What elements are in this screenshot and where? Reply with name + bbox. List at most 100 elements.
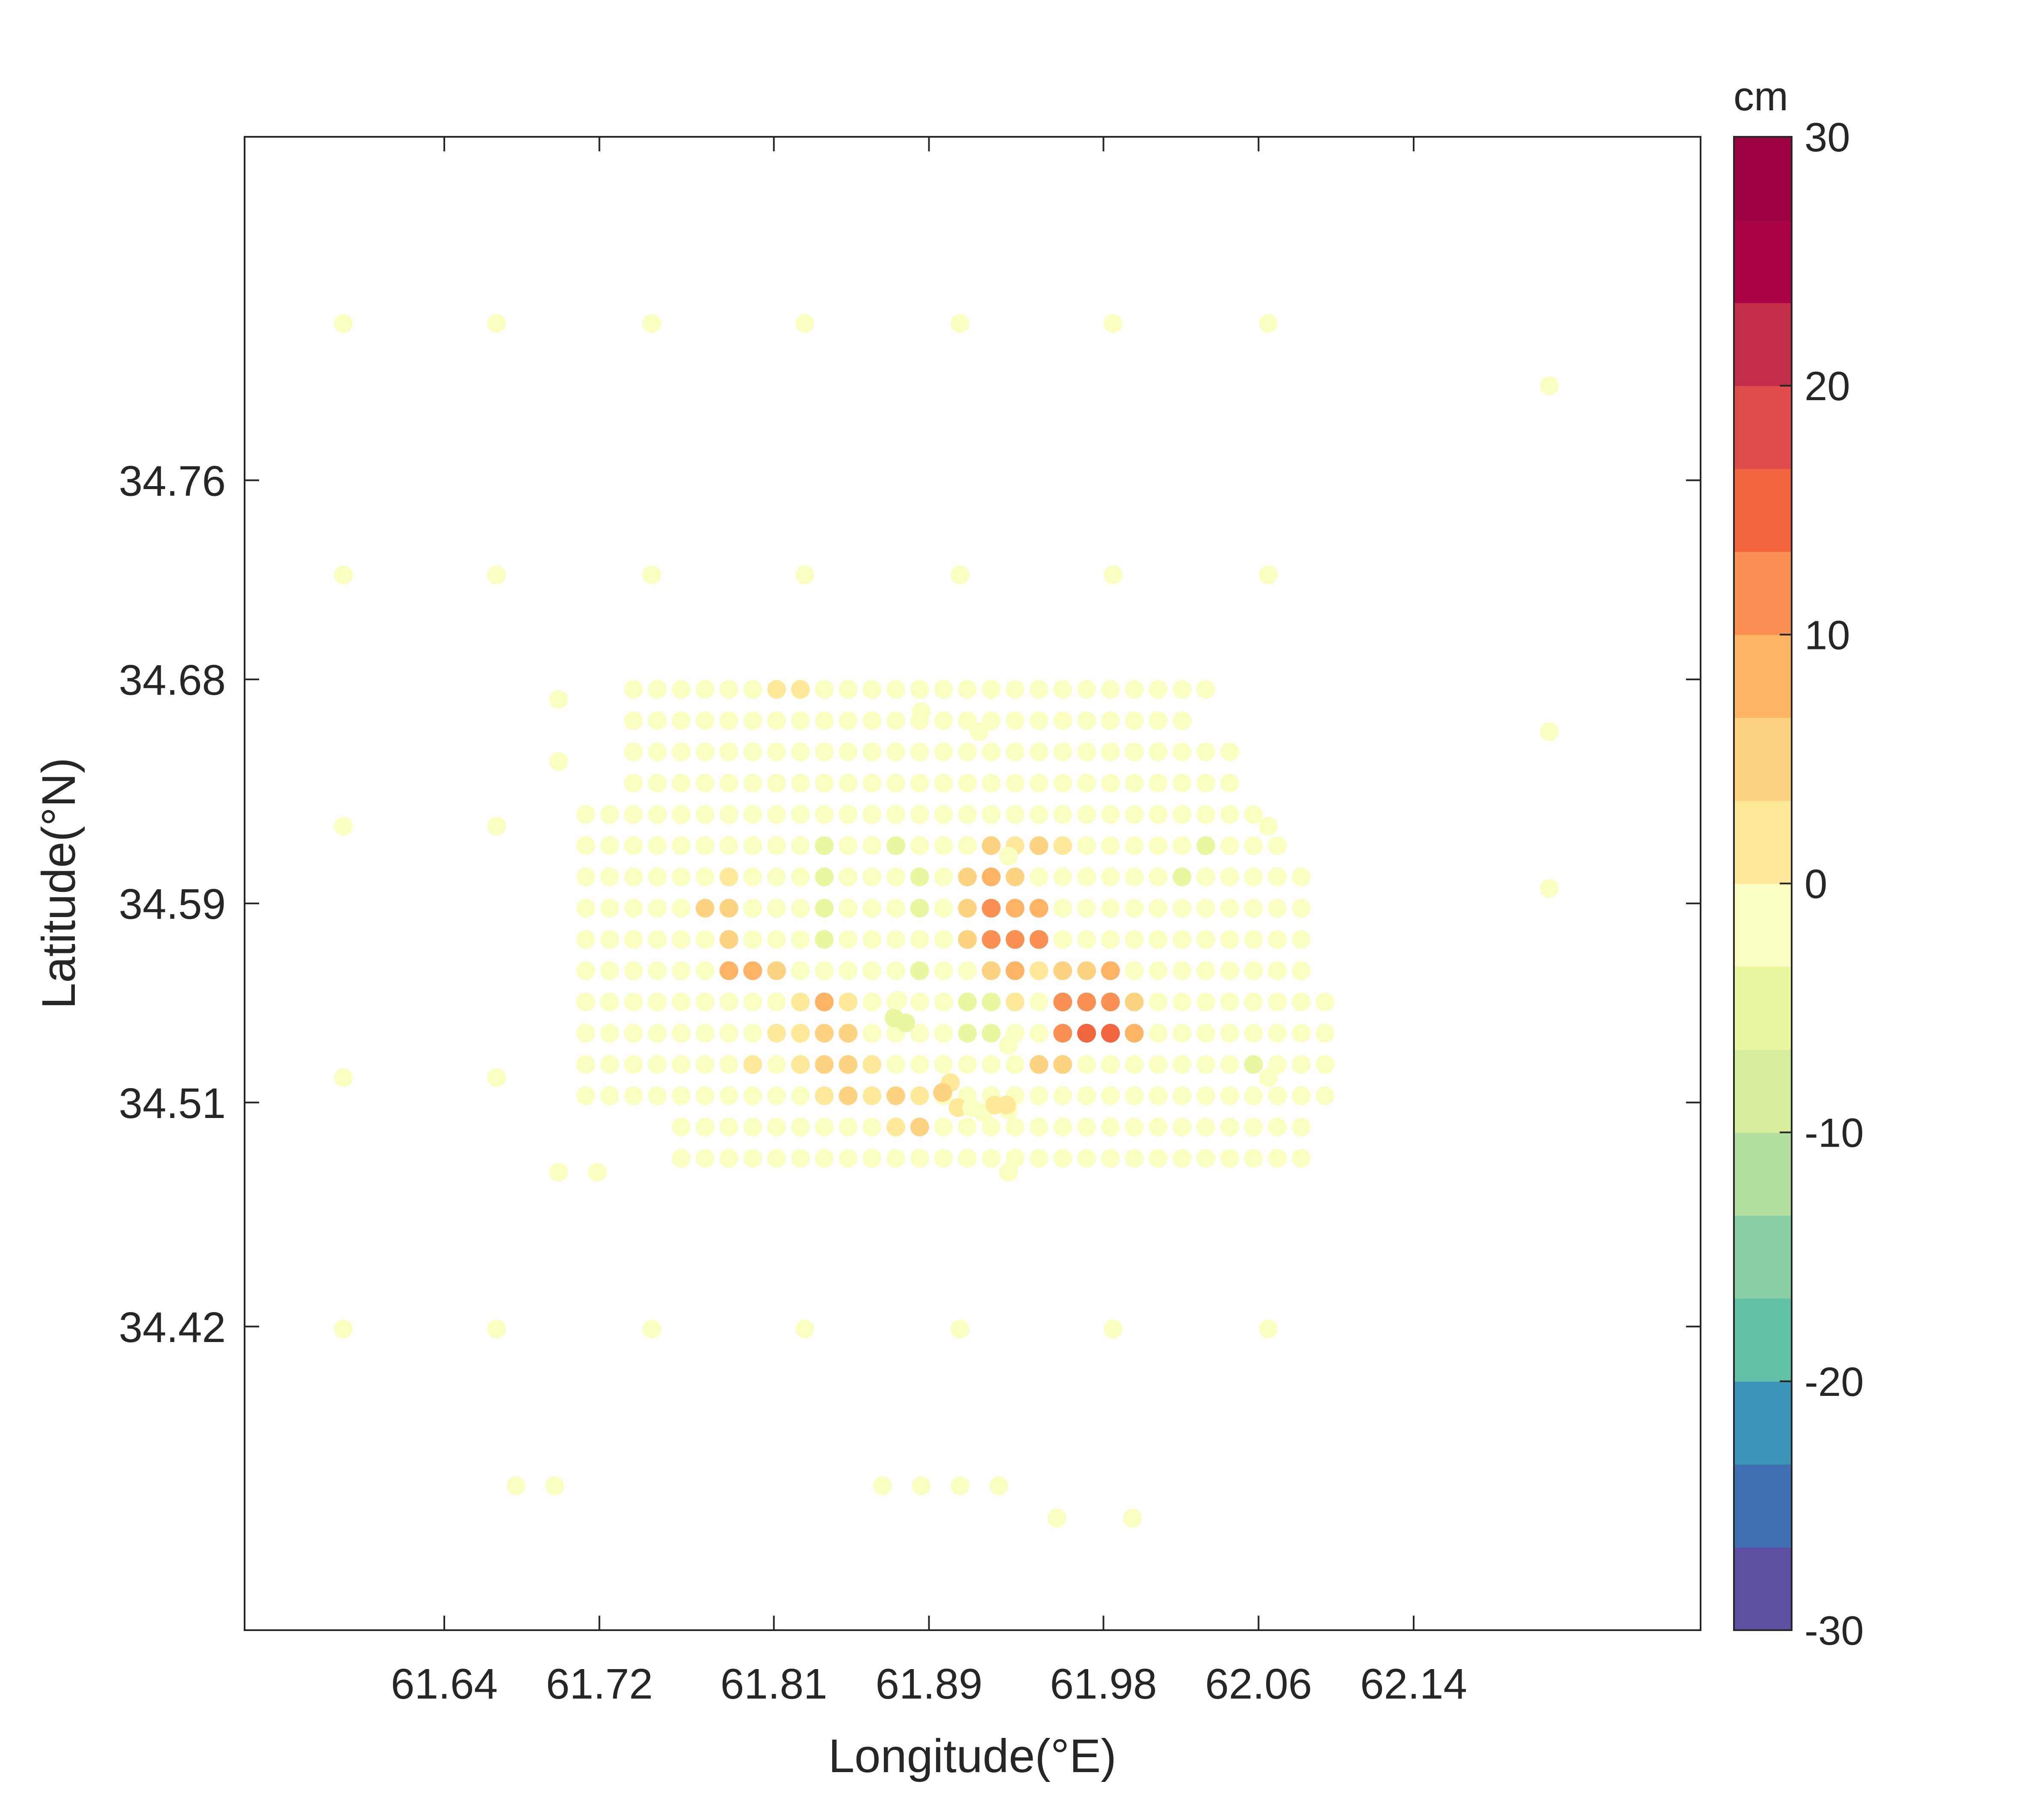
data-point: [1268, 1086, 1287, 1105]
data-point: [672, 680, 691, 699]
data-point: [982, 992, 1001, 1012]
data-point: [487, 565, 506, 584]
data-point: [862, 992, 882, 1012]
data-point: [672, 961, 691, 980]
data-point: [487, 1068, 506, 1087]
data-point: [1292, 930, 1311, 949]
data-point: [767, 836, 786, 855]
data-point: [1125, 1086, 1144, 1105]
data-point: [1029, 1149, 1048, 1168]
data-point: [767, 1086, 786, 1105]
data-point: [1005, 1118, 1025, 1137]
data-point: [648, 1086, 667, 1105]
y-tick-label: 34.68: [119, 656, 226, 704]
data-point: [1172, 1055, 1192, 1074]
data-point: [506, 1476, 526, 1496]
data-point: [1101, 742, 1120, 761]
data-point: [1540, 879, 1559, 898]
data-point: [1077, 711, 1096, 730]
data-point: [910, 992, 929, 1012]
data-point: [767, 680, 786, 699]
data-point: [839, 1024, 858, 1043]
data-point: [933, 1083, 952, 1102]
colorbar-segment: [1734, 469, 1792, 552]
data-point: [1005, 680, 1025, 699]
data-point: [1053, 773, 1072, 793]
colorbar-segment: [1734, 966, 1792, 1050]
data-point: [1244, 867, 1263, 887]
data-point: [642, 565, 662, 584]
data-point: [1220, 1024, 1239, 1043]
data-point: [576, 1055, 595, 1074]
data-point: [1029, 867, 1048, 887]
data-point: [958, 1024, 977, 1043]
data-point: [1292, 1086, 1311, 1105]
data-point: [910, 899, 929, 918]
data-point: [672, 742, 691, 761]
data-point: [1125, 773, 1144, 793]
data-point: [648, 899, 667, 918]
data-point: [642, 1319, 662, 1339]
data-point: [743, 1118, 762, 1137]
data-point: [886, 1149, 905, 1168]
data-point: [1101, 930, 1120, 949]
data-point: [576, 961, 595, 980]
data-point: [815, 711, 834, 730]
data-point: [1220, 899, 1239, 918]
data-point: [1220, 1055, 1239, 1074]
x-axis-ticks: 61.64 61.72 61.81 61.89 61.98 62.06 62.14: [391, 137, 1467, 1708]
data-point: [912, 702, 931, 721]
data-point: [695, 742, 715, 761]
data-point: [839, 1055, 858, 1074]
data-point: [934, 930, 953, 949]
data-point: [576, 867, 595, 887]
data-point: [1196, 1149, 1215, 1168]
data-point: [624, 867, 643, 887]
data-point: [896, 1013, 915, 1032]
colorbar-segment: [1734, 800, 1792, 884]
data-point: [886, 867, 905, 887]
data-point: [1292, 1149, 1311, 1168]
data-point: [910, 930, 929, 949]
data-point: [982, 1024, 1001, 1043]
data-point: [1292, 1055, 1311, 1074]
data-point: [1053, 899, 1072, 918]
y-axis-ticks: 34.42 34.51 34.59 34.68 34.76: [119, 457, 1701, 1351]
data-point: [934, 961, 953, 980]
data-point: [1196, 1118, 1215, 1137]
data-point: [743, 961, 762, 980]
data-point: [743, 680, 762, 699]
data-point: [958, 711, 977, 730]
x-axis-title: Longitude(°E): [828, 1730, 1116, 1782]
data-point: [334, 1068, 353, 1087]
data-point: [934, 1055, 953, 1074]
x-tick-label: 61.81: [721, 1660, 827, 1708]
data-point: [648, 867, 667, 887]
data-point: [1196, 836, 1215, 855]
data-point: [695, 836, 715, 855]
data-point: [791, 992, 810, 1012]
data-point: [791, 1118, 810, 1137]
data-point: [1053, 680, 1072, 699]
data-point: [1292, 992, 1311, 1012]
data-point: [600, 805, 619, 824]
data-point: [1268, 961, 1287, 980]
data-point: [1149, 867, 1168, 887]
colorbar-tick-label: 0: [1804, 861, 1827, 907]
data-point: [1101, 1118, 1120, 1137]
data-point: [695, 930, 715, 949]
data-point: [839, 992, 858, 1012]
data-point: [1220, 742, 1239, 761]
data-point: [958, 680, 977, 699]
data-point: [624, 1024, 643, 1043]
data-point: [1244, 1055, 1263, 1074]
data-point: [958, 742, 977, 761]
data-point: [695, 1086, 715, 1105]
data-point: [1101, 1024, 1120, 1043]
data-point: [1315, 992, 1335, 1012]
colorbar: 30 20 10 0 -10 -20 -30: [1733, 115, 1864, 1654]
data-point: [948, 1098, 968, 1117]
data-point: [1077, 867, 1096, 887]
data-point: [672, 836, 691, 855]
data-point: [815, 1055, 834, 1074]
